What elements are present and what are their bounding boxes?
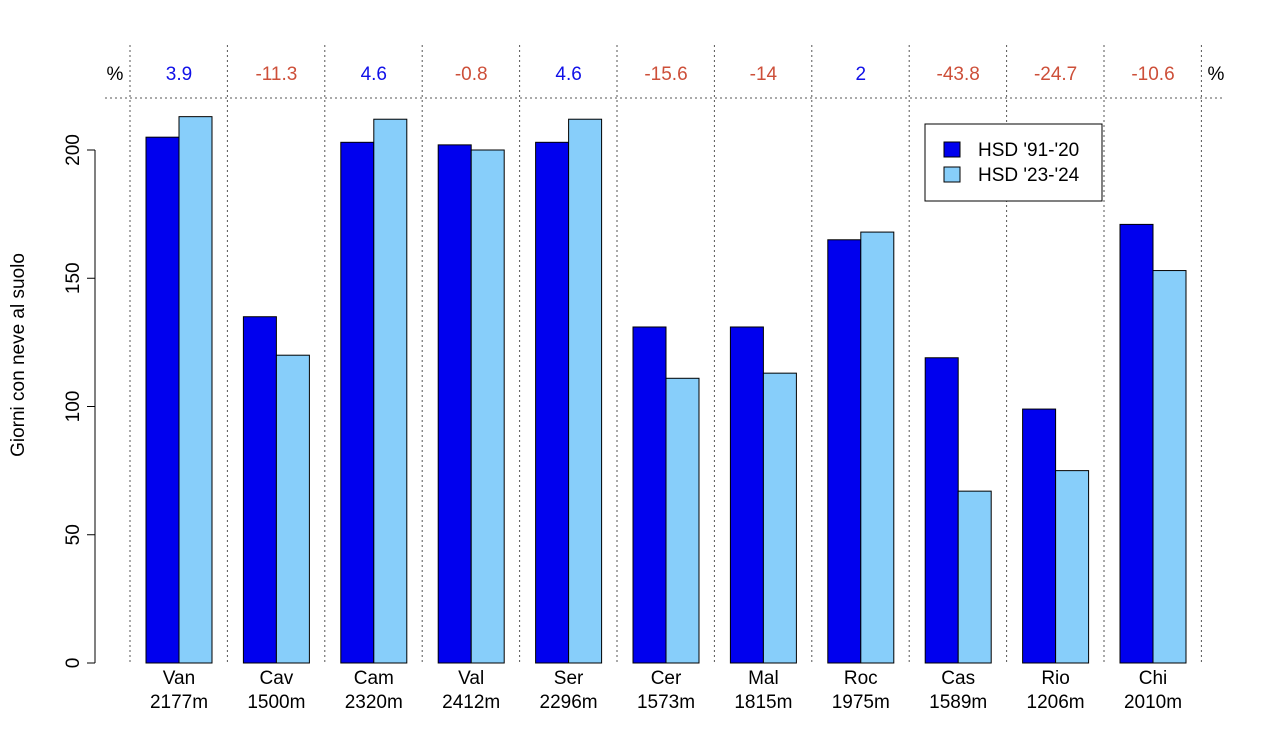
- percent-change-mal: -14: [750, 64, 778, 85]
- bar-cas-hsd-91-20: [924, 357, 959, 664]
- bar-cav-hsd-91-20: [242, 316, 277, 664]
- category-label-mal: Mal: [748, 668, 779, 689]
- percent-symbol-right: %: [1208, 64, 1225, 85]
- y-axis-title: Giorni con neve al suolo: [8, 253, 29, 457]
- bar-van-hsd-23-24: [178, 116, 213, 664]
- category-elevation-roc: 1975m: [832, 692, 890, 713]
- bar-ser-hsd-23-24: [568, 118, 603, 664]
- percent-symbol-left: %: [107, 64, 124, 85]
- category-elevation-rio: 1206m: [1027, 692, 1085, 713]
- bar-cas-hsd-23-24: [957, 490, 992, 664]
- category-label-ser: Ser: [554, 668, 584, 689]
- legend-label-hsd-23-24: HSD '23-'24: [978, 165, 1080, 186]
- percent-change-rio: -24.7: [1034, 64, 1077, 85]
- category-elevation-van: 2177m: [150, 692, 208, 713]
- category-label-cer: Cer: [651, 668, 682, 689]
- y-tick-label-150: 150: [63, 262, 84, 294]
- x-axis-labels: Van 2177m Cav 1500m Cam 2320m Val 2412m Ser 2296m…: [150, 668, 1182, 713]
- bar-van-hsd-91-20: [145, 136, 180, 664]
- grid-lines: [105, 45, 1225, 663]
- percent-change-chi: -10.6: [1131, 64, 1174, 85]
- percent-change-cas: -43.8: [937, 64, 980, 85]
- percent-change-cam: 4.6: [361, 64, 387, 85]
- bars: [145, 116, 1187, 664]
- bar-mal-hsd-91-20: [729, 326, 764, 664]
- percent-change-roc: 2: [856, 64, 867, 85]
- bar-val-hsd-91-20: [437, 144, 472, 664]
- bar-rio-hsd-23-24: [1055, 470, 1090, 664]
- bar-mal-hsd-23-24: [762, 372, 797, 664]
- category-elevation-cer: 1573m: [637, 692, 695, 713]
- legend: HSD '91-'20 HSD '23-'24: [924, 123, 1103, 202]
- y-tick-label-200: 200: [63, 134, 84, 166]
- bar-chi-hsd-23-24: [1152, 270, 1187, 664]
- percent-change-row: % % 3.9 -11.3 4.6 -0.8 4.6 -15.6 -14 2 -43.8 -24.…: [107, 64, 1225, 85]
- category-label-roc: Roc: [844, 668, 878, 689]
- legend-box: [924, 123, 1103, 202]
- percent-change-ser: 4.6: [555, 64, 581, 85]
- bar-roc-hsd-91-20: [827, 239, 862, 664]
- bar-cav-hsd-23-24: [275, 354, 310, 664]
- category-label-rio: Rio: [1041, 668, 1070, 689]
- bar-ser-hsd-91-20: [535, 141, 570, 664]
- percent-change-cer: -15.6: [644, 64, 687, 85]
- percent-change-val: -0.8: [455, 64, 488, 85]
- percent-change-cav: -11.3: [255, 64, 297, 85]
- bar-rio-hsd-91-20: [1022, 408, 1057, 664]
- category-label-cas: Cas: [941, 668, 975, 689]
- category-elevation-chi: 2010m: [1124, 692, 1182, 713]
- bar-cam-hsd-91-20: [340, 141, 375, 664]
- category-elevation-mal: 1815m: [734, 692, 792, 713]
- bar-roc-hsd-23-24: [860, 231, 895, 664]
- category-elevation-ser: 2296m: [540, 692, 598, 713]
- bar-chi-hsd-91-20: [1119, 223, 1154, 664]
- legend-label-hsd-91-20: HSD '91-'20: [978, 140, 1079, 161]
- category-label-chi: Chi: [1139, 668, 1168, 689]
- bar-cam-hsd-23-24: [373, 118, 408, 664]
- category-elevation-cam: 2320m: [345, 692, 403, 713]
- category-label-van: Van: [163, 668, 195, 689]
- bar-val-hsd-23-24: [470, 149, 505, 664]
- y-tick-label-0: 0: [63, 658, 84, 669]
- percent-change-van: 3.9: [166, 64, 192, 85]
- legend-swatch-hsd-91-20: [943, 141, 961, 158]
- category-label-cam: Cam: [354, 668, 394, 689]
- category-elevation-val: 2412m: [442, 692, 500, 713]
- bar-cer-hsd-91-20: [632, 326, 667, 664]
- y-axis: 0 50 100 150 200: [63, 134, 96, 669]
- category-elevation-cav: 1500m: [247, 692, 305, 713]
- bar-cer-hsd-23-24: [665, 377, 700, 664]
- category-label-val: Val: [458, 668, 484, 689]
- category-label-cav: Cav: [260, 668, 294, 689]
- y-tick-label-50: 50: [63, 524, 84, 545]
- y-tick-label-100: 100: [63, 391, 84, 423]
- category-elevation-cas: 1589m: [929, 692, 987, 713]
- legend-swatch-hsd-23-24: [943, 166, 961, 183]
